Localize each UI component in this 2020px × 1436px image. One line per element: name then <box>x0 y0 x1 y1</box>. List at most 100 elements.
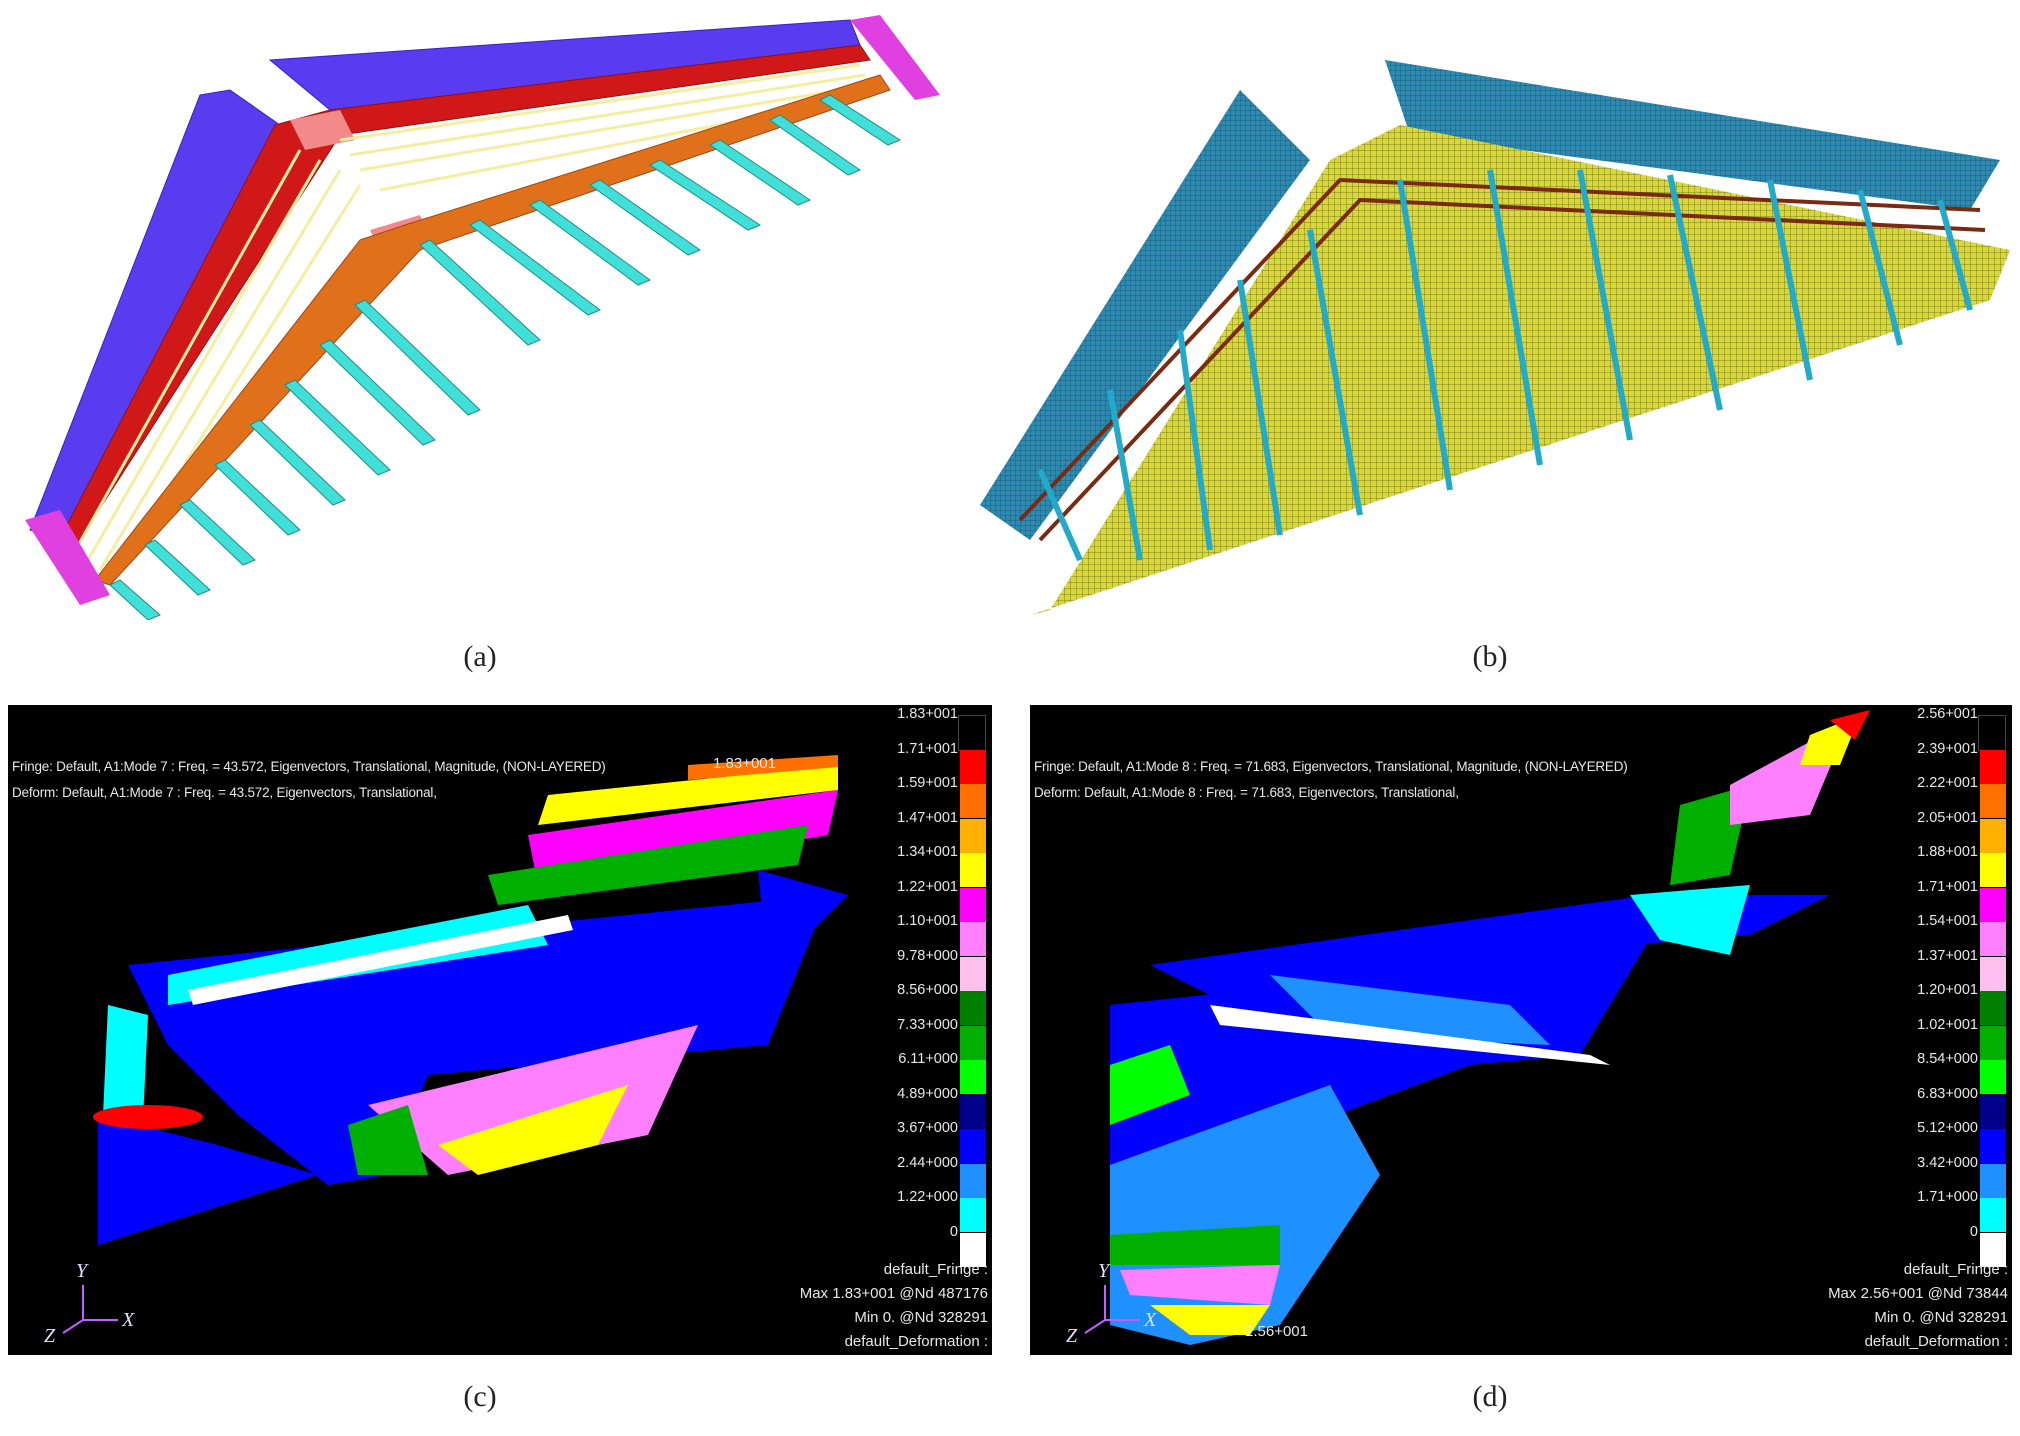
leading-skin-left <box>29 89 281 541</box>
fe-mesh-drawing <box>980 60 2010 615</box>
c-legend: 1.83+001 1.71+001 1.59+001 1.47+001 1.34+001… <box>870 706 988 1275</box>
d-lower-pink <box>1120 1265 1280 1305</box>
d-fringe-header: Fringe: Default, A1:Mode 8 : Freq. = 71.… <box>1034 759 1628 774</box>
d-legend-label: 2.39+001 <box>1917 740 1978 757</box>
d-legend-swatch <box>1980 956 2006 991</box>
panel-c-mode-7: Fringe: Default, A1:Mode 7 : Freq. = 43.… <box>8 705 992 1355</box>
d-max-marker: 2.56+001 <box>1245 1323 1308 1340</box>
d-legend-row: 1.20+001 <box>1890 982 2008 1025</box>
d-legend-row: 2.22+001 <box>1890 775 2008 818</box>
c-root-red <box>93 1105 203 1129</box>
d-legend-label: 2.56+001 <box>1917 706 1978 722</box>
d-legend-row: 2.05+001 <box>1890 810 2008 853</box>
c-axis-z: Z <box>44 1325 56 1347</box>
c-legend-row: 4.89+000 <box>870 1086 988 1129</box>
c-legend-swatch <box>960 1163 986 1198</box>
d-legend-label: 1.71+000 <box>1917 1189 1978 1205</box>
mesh-left-wing-upper <box>980 90 1310 540</box>
c-legend-label: 0 <box>949 1223 958 1240</box>
d-tip-cyan <box>1630 885 1750 955</box>
c-legend-row: 1.71+001 <box>870 741 988 784</box>
d-legend-swatch <box>1980 749 2006 784</box>
c-legend-label: 6.11+000 <box>898 1051 958 1067</box>
c-legend-label: 1.22+000 <box>897 1189 958 1205</box>
d-stat-min: Min 0. @Nd 328291 <box>1874 1309 2008 1326</box>
c-axis-y: Y <box>76 1260 88 1282</box>
d-legend-swatch <box>1980 1232 2006 1267</box>
c-lower-pink <box>368 1025 698 1175</box>
mode-7-fringe-plot <box>62 755 848 1334</box>
c-legend-row: 1.22+000 <box>870 1189 988 1232</box>
mesh-ribs <box>1037 169 1973 562</box>
c-stat-deformation: default_Deformation : <box>844 1333 988 1350</box>
c-fringe-header: Fringe: Default, A1:Mode 7 : Freq. = 43.… <box>12 759 606 774</box>
c-legend-swatch <box>960 922 986 956</box>
c-legend-label: 1.10+001 <box>897 913 958 929</box>
d-legend-label: 0 <box>1969 1223 1978 1240</box>
c-tip-orange <box>688 755 838 780</box>
c-legend-swatch <box>960 887 986 922</box>
c-band-green <box>488 825 808 905</box>
c-legend-row: 1.47+001 <box>870 810 988 853</box>
d-legend-label: 1.20+001 <box>1917 982 1978 998</box>
c-lower-yellow <box>438 1085 628 1175</box>
d-legend-row: 1.71+001 <box>1890 879 2008 922</box>
c-legend-swatch <box>960 991 986 1025</box>
d-legend-label: 6.83+000 <box>1917 1085 1978 1102</box>
d-legend-row: 2.56+001 <box>1890 706 2008 751</box>
d-legend-swatch <box>1980 1129 2006 1163</box>
d-root-green <box>1110 1045 1190 1125</box>
c-legend-label: 1.22+001 <box>897 878 958 895</box>
c-legend-swatch <box>960 1094 986 1129</box>
d-lower-green <box>1110 1225 1280 1265</box>
caption-d: (d) <box>1472 1380 1508 1413</box>
c-legend-row: 1.10+001 <box>870 913 988 956</box>
d-lower-yellow <box>1150 1305 1270 1335</box>
c-legend-row: 8.56+000 <box>870 982 988 1025</box>
c-legend-label: 1.71+001 <box>897 740 958 757</box>
d-legend-row: 8.54+000 <box>1890 1051 2008 1094</box>
c-axis-triad <box>62 1285 118 1334</box>
d-legend-label: 1.02+001 <box>1917 1016 1978 1033</box>
joint-rib-front <box>290 110 355 150</box>
d-axis-y: Y <box>1098 1260 1110 1282</box>
c-stat-min: Min 0. @Nd 328291 <box>854 1309 988 1326</box>
d-legend-swatch <box>1980 922 2006 956</box>
c-legend-row: 6.11+000 <box>870 1051 988 1094</box>
d-legend-swatch <box>1980 1060 2006 1094</box>
c-root-blue <box>98 1115 318 1245</box>
c-legend-row: 0 <box>870 1224 988 1267</box>
d-legend: 2.56+001 2.39+001 2.22+001 2.05+001 1.88+001… <box>1890 706 2008 1275</box>
mode-8-fringe-plot <box>1084 710 1870 1345</box>
panel-b-fe-mesh <box>980 0 2020 620</box>
c-legend-label: 7.33+000 <box>897 1016 958 1033</box>
c-legend-row: 1.34+001 <box>870 844 988 887</box>
c-legend-label: 1.47+001 <box>897 809 958 826</box>
c-legend-label: 3.67+000 <box>897 1120 958 1136</box>
c-legend-label: 8.56+000 <box>897 982 958 998</box>
d-axis-z: Z <box>1066 1325 1078 1347</box>
d-legend-row: 6.83+000 <box>1890 1086 2008 1129</box>
d-legend-label: 2.22+001 <box>1917 775 1978 791</box>
mesh-right-wing-upper <box>1385 60 2000 210</box>
caption-a: (a) <box>463 640 497 673</box>
c-legend-label: 9.78+000 <box>897 947 958 964</box>
d-legend-row: 1.71+000 <box>1890 1189 2008 1232</box>
c-legend-row: 7.33+000 <box>870 1017 988 1060</box>
d-legend-swatch <box>1980 784 2006 818</box>
c-lower-green <box>348 1105 428 1175</box>
d-legend-row: 5.12+000 <box>1890 1120 2008 1163</box>
d-axis-x: X <box>1144 1309 1157 1331</box>
c-max-marker: 1.83+001 <box>713 755 776 772</box>
d-legend-label: 8.54+000 <box>1917 1051 1978 1067</box>
d-legend-row: 1.88+001 <box>1890 844 2008 887</box>
c-legend-swatch <box>960 1129 986 1163</box>
right-tip <box>850 15 940 100</box>
d-band-white <box>1210 1005 1610 1065</box>
d-legend-label: 1.71+001 <box>1917 878 1978 895</box>
c-legend-swatch <box>960 853 986 887</box>
d-legend-row: 3.42+000 <box>1890 1155 2008 1198</box>
c-legend-swatch <box>960 784 986 818</box>
c-legend-swatch <box>960 1025 986 1060</box>
c-legend-row: 3.67+000 <box>870 1120 988 1163</box>
